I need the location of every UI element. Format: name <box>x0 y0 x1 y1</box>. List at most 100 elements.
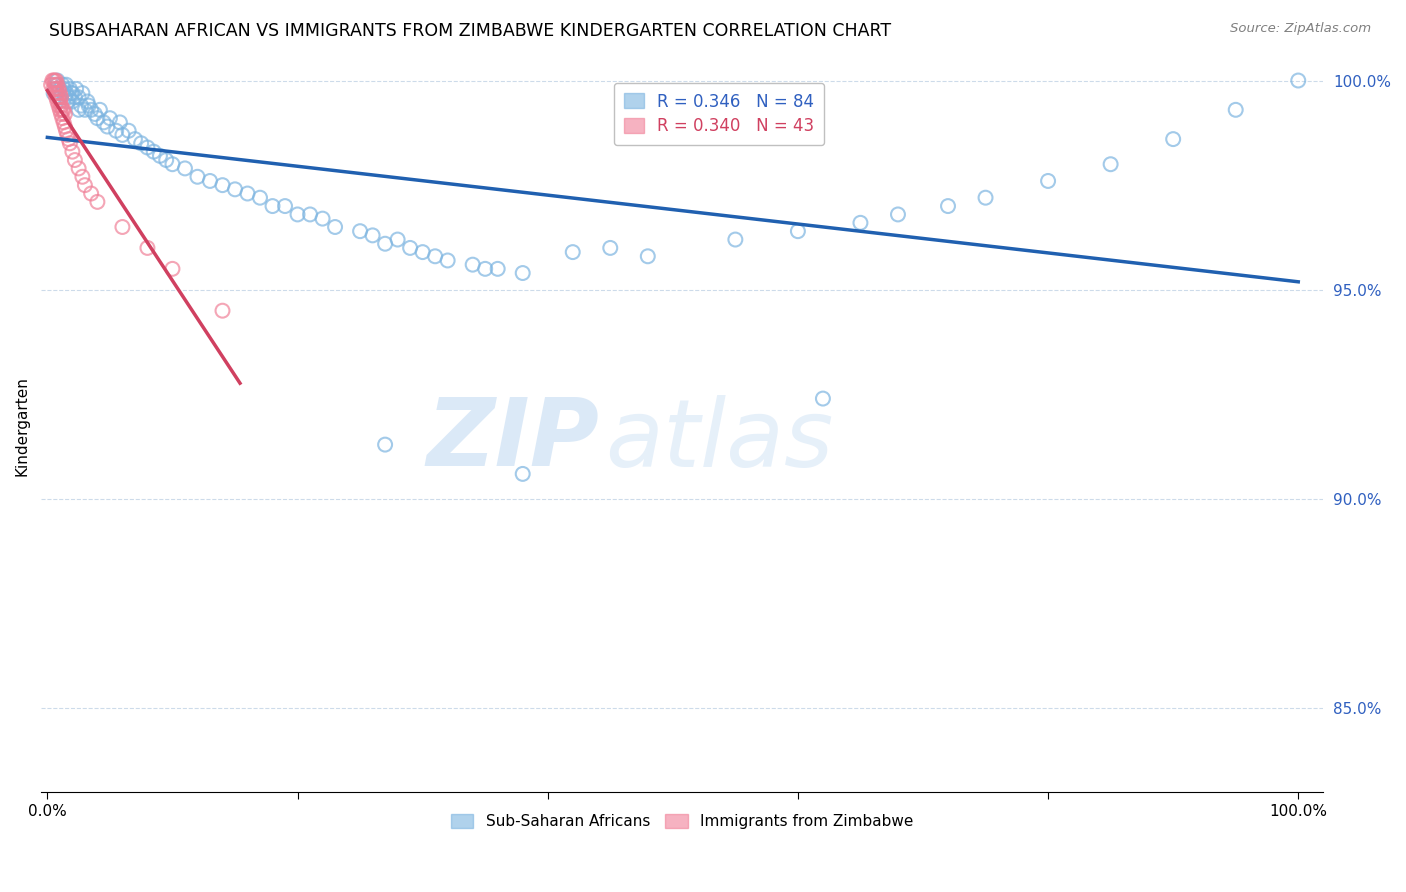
Text: Source: ZipAtlas.com: Source: ZipAtlas.com <box>1230 22 1371 36</box>
Point <box>72 86 94 100</box>
Point <box>108 115 131 129</box>
Point <box>1099 157 1122 171</box>
Point <box>70 98 93 112</box>
Point <box>42 73 65 87</box>
Point <box>474 261 496 276</box>
Point <box>105 124 128 138</box>
Point <box>136 241 159 255</box>
Point <box>349 224 371 238</box>
Point <box>42 86 65 100</box>
Point <box>45 82 67 96</box>
Point <box>811 392 834 406</box>
Point <box>52 103 75 117</box>
Point <box>73 103 96 117</box>
Point <box>44 78 66 92</box>
Y-axis label: Kindergarten: Kindergarten <box>15 376 30 475</box>
Point <box>49 103 72 117</box>
Point <box>53 107 76 121</box>
Point <box>49 90 72 104</box>
Point <box>76 95 98 109</box>
Point <box>63 90 86 104</box>
Point <box>67 90 90 104</box>
Point <box>59 136 82 151</box>
Point <box>86 194 108 209</box>
Point <box>186 169 208 184</box>
Point <box>77 98 100 112</box>
Point <box>361 228 384 243</box>
Point <box>39 78 62 92</box>
Point <box>53 90 76 104</box>
Point <box>637 249 659 263</box>
Point <box>67 161 90 176</box>
Point <box>512 467 534 481</box>
Point <box>98 111 121 125</box>
Point <box>174 161 197 176</box>
Point <box>56 128 79 142</box>
Point <box>118 124 141 138</box>
Point <box>48 90 70 104</box>
Point <box>111 128 134 142</box>
Point <box>198 174 221 188</box>
Point <box>323 219 346 234</box>
Legend: Sub-Saharan Africans, Immigrants from Zimbabwe: Sub-Saharan Africans, Immigrants from Zi… <box>444 808 920 836</box>
Point <box>46 78 69 92</box>
Point <box>51 78 73 92</box>
Point <box>80 186 103 201</box>
Point <box>887 207 910 221</box>
Point <box>849 216 872 230</box>
Point <box>72 169 94 184</box>
Text: atlas: atlas <box>605 395 834 486</box>
Point <box>124 132 146 146</box>
Point <box>51 86 73 100</box>
Point <box>299 207 322 221</box>
Point <box>52 115 75 129</box>
Point <box>42 82 65 96</box>
Point <box>49 107 72 121</box>
Point <box>262 199 284 213</box>
Point <box>49 82 72 96</box>
Point <box>599 241 621 255</box>
Point <box>44 73 66 87</box>
Point <box>436 253 458 268</box>
Point <box>45 82 67 96</box>
Point <box>211 178 233 193</box>
Point <box>49 86 72 100</box>
Point <box>236 186 259 201</box>
Point <box>51 111 73 125</box>
Point <box>311 211 333 226</box>
Point <box>60 95 83 109</box>
Point <box>111 219 134 234</box>
Point <box>786 224 808 238</box>
Point <box>93 115 115 129</box>
Point <box>162 157 184 171</box>
Point <box>1036 174 1059 188</box>
Point <box>48 82 70 96</box>
Point <box>56 95 79 109</box>
Point <box>162 261 184 276</box>
Point <box>155 153 177 167</box>
Point <box>287 207 309 221</box>
Point <box>561 245 583 260</box>
Point <box>45 90 67 104</box>
Point <box>60 145 83 159</box>
Point <box>274 199 297 213</box>
Point <box>45 73 67 87</box>
Text: ZIP: ZIP <box>426 394 599 486</box>
Point <box>48 98 70 112</box>
Point <box>41 73 63 87</box>
Point <box>1286 73 1309 87</box>
Point <box>423 249 446 263</box>
Point <box>60 86 83 100</box>
Point <box>486 261 509 276</box>
Point <box>46 78 69 92</box>
Point <box>53 120 76 134</box>
Point <box>461 258 484 272</box>
Point <box>412 245 434 260</box>
Point <box>46 73 69 87</box>
Point <box>55 78 77 92</box>
Point <box>249 191 271 205</box>
Point <box>1161 132 1184 146</box>
Point <box>52 82 75 96</box>
Point <box>96 120 118 134</box>
Point <box>149 149 172 163</box>
